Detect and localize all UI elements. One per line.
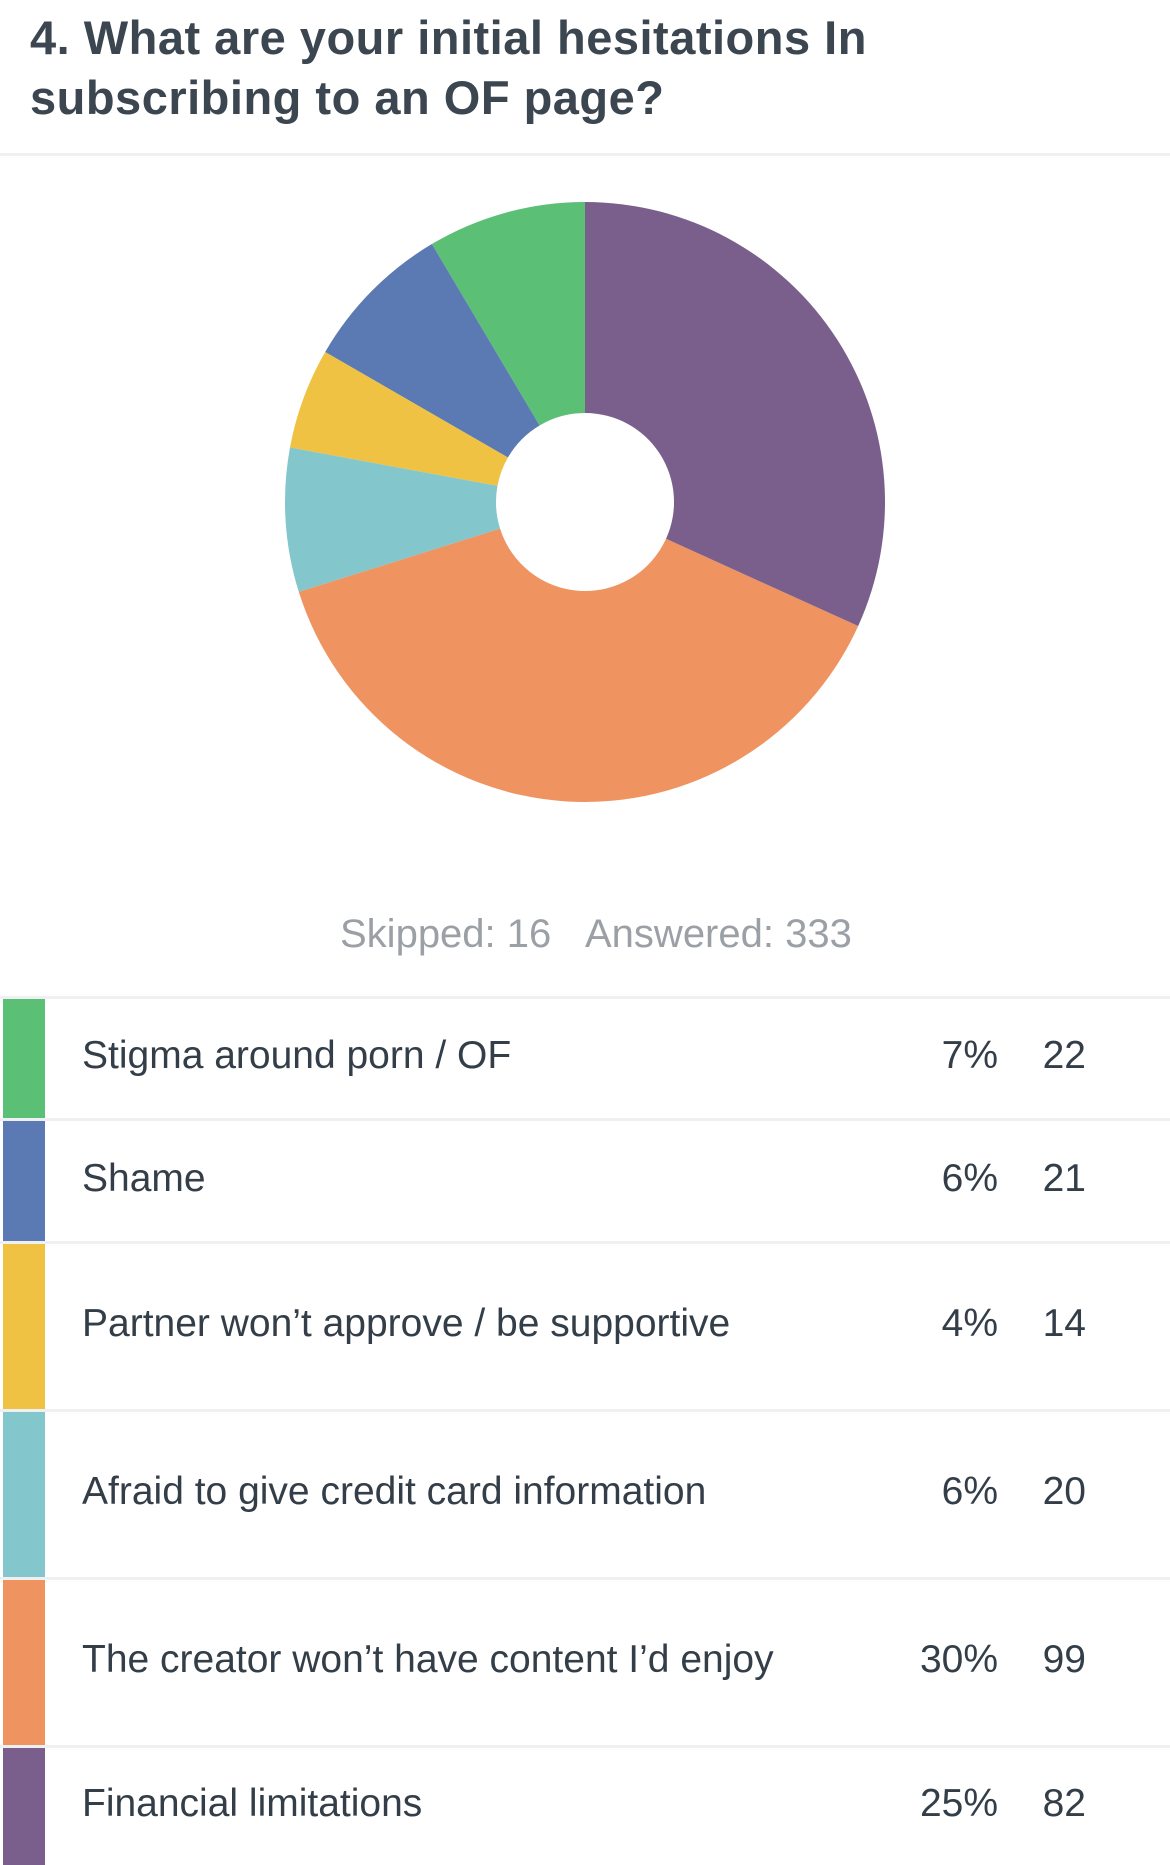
answer-color-swatch bbox=[3, 1412, 45, 1577]
donut-slice-1[interactable] bbox=[431, 202, 585, 426]
answer-count: 14 bbox=[1042, 1302, 1086, 1345]
answer-row: Financial limitations 25% 82 bbox=[0, 1745, 1170, 1865]
answer-label: Stigma around porn / OF bbox=[82, 1034, 512, 1077]
header-divider bbox=[0, 153, 1170, 156]
answer-percent: 30% bbox=[919, 1638, 998, 1681]
answer-count: 82 bbox=[1042, 1782, 1086, 1825]
answer-row: Stigma around porn / OF 7% 22 bbox=[0, 996, 1170, 1118]
answer-count: 20 bbox=[1042, 1470, 1086, 1513]
answer-row: The creator won’t have content I’d enjoy… bbox=[0, 1577, 1170, 1745]
answer-percent: 25% bbox=[919, 1782, 998, 1825]
answer-percent: 4% bbox=[941, 1302, 998, 1345]
answer-label: Afraid to give credit card information bbox=[82, 1470, 707, 1513]
answer-row: Shame 6% 21 bbox=[0, 1118, 1170, 1241]
answer-row: Partner won’t approve / be supportive 4% 1… bbox=[0, 1241, 1170, 1409]
donut-slice-2[interactable] bbox=[325, 244, 540, 458]
answer-percent: 7% bbox=[941, 1034, 998, 1077]
donut-slice-4[interactable] bbox=[285, 447, 501, 592]
answered-count: Answered: 333 bbox=[585, 912, 852, 956]
answer-count: 22 bbox=[1042, 1034, 1086, 1077]
answer-label: The creator won’t have content I’d enjoy bbox=[82, 1638, 774, 1681]
answer-row: Afraid to give credit card information 6%… bbox=[0, 1409, 1170, 1577]
answer-percent: 6% bbox=[941, 1470, 998, 1513]
donut-slice-6[interactable] bbox=[585, 202, 886, 627]
donut-slice-3[interactable] bbox=[289, 352, 508, 486]
skipped-count: Skipped: 16 bbox=[340, 912, 552, 956]
answer-label: Financial limitations bbox=[82, 1782, 423, 1825]
question-title: 4. What are your initial hesitations In … bbox=[30, 11, 867, 124]
answer-color-swatch bbox=[3, 1580, 45, 1745]
donut-chart bbox=[285, 202, 886, 803]
answer-label: Shame bbox=[82, 1157, 206, 1200]
answer-color-swatch bbox=[3, 1748, 45, 1865]
answer-color-swatch bbox=[3, 999, 45, 1118]
answer-color-swatch bbox=[3, 1121, 45, 1241]
answer-color-swatch bbox=[3, 1244, 45, 1409]
answer-percent: 6% bbox=[941, 1157, 998, 1200]
answer-count: 99 bbox=[1042, 1638, 1086, 1681]
answer-count: 21 bbox=[1042, 1157, 1086, 1200]
donut-slice-5[interactable] bbox=[298, 528, 859, 803]
answer-label: Partner won’t approve / be supportive bbox=[82, 1302, 731, 1345]
